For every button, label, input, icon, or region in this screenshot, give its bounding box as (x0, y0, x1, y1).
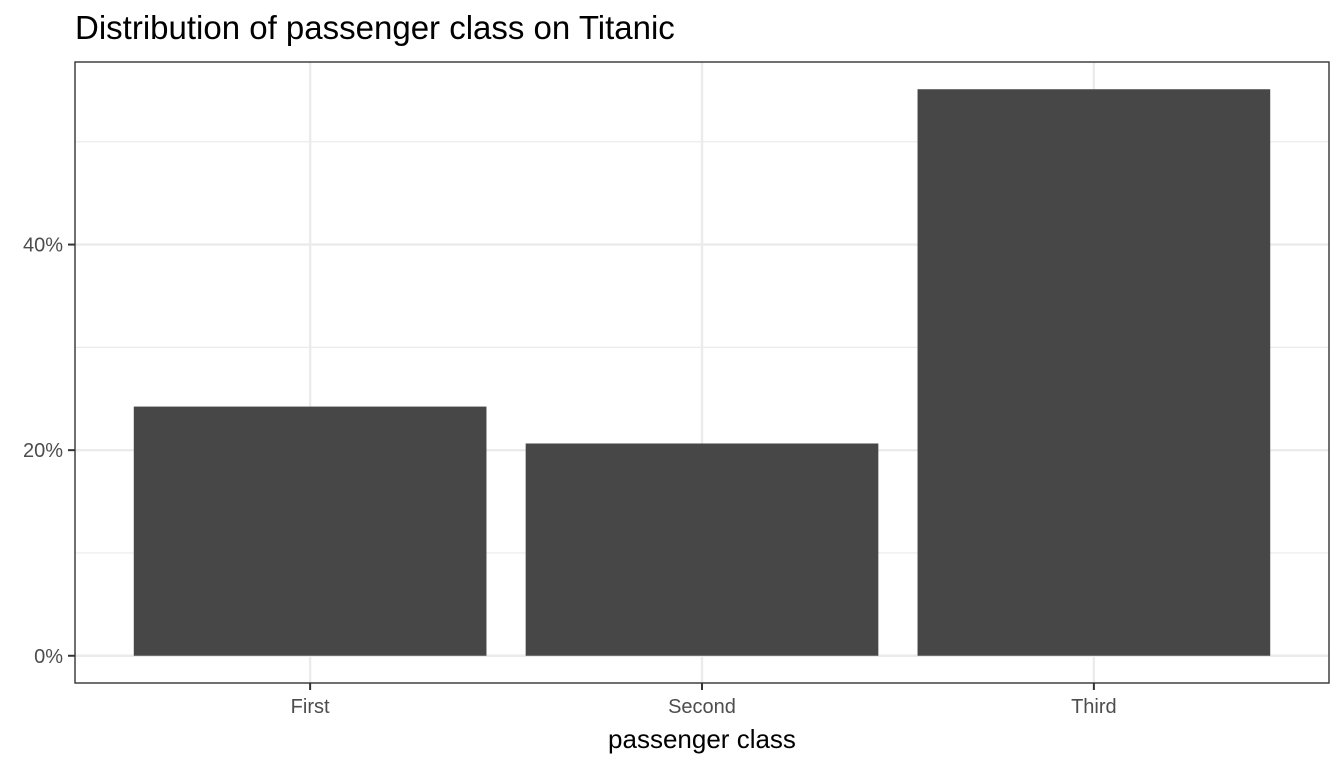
y-tick-label: 20% (23, 440, 63, 462)
x-tick-label-second: Second (668, 696, 736, 718)
x-axis-title: passenger class (608, 724, 796, 754)
y-tick-label: 0% (34, 646, 63, 668)
bar-first (133, 406, 487, 656)
x-tick-label-first: First (291, 696, 330, 718)
bars (133, 89, 1271, 656)
y-tick-label: 40% (23, 235, 63, 257)
bar-third (917, 89, 1271, 656)
bar-second (525, 443, 879, 656)
x-tick-label-third: Third (1071, 696, 1117, 718)
chart-title: Distribution of passenger class on Titan… (75, 9, 675, 46)
axes: 0% 20% 40% First Second Third (23, 235, 1117, 718)
